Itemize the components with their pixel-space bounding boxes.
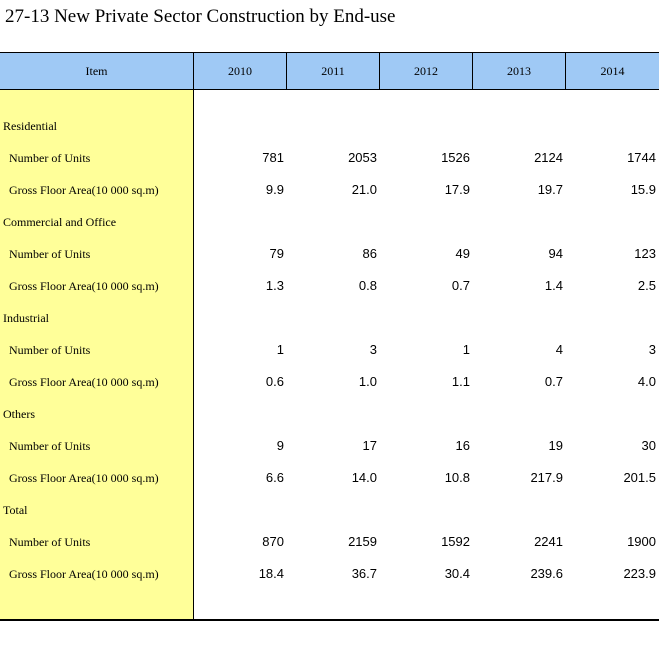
table-cell-2010: 1 [276,342,284,357]
table-cell-2014: 1900 [627,534,656,549]
table-row: Number of Units 1 3 1 4 3 [0,334,659,366]
section-row: Industrial [0,302,659,334]
table-row: Gross Floor Area(10 000 sq.m) 6.6 14.0 10.8… [0,462,659,494]
table-cell-2011: 14.0 [351,470,377,485]
table-cell-2011: 1.0 [358,374,377,389]
section-row: Total [0,494,659,526]
table-cell-2013: 0.7 [544,374,563,389]
page-title: 27-13 New Private Sector Construction by… [5,6,396,27]
table-row: Gross Floor Area(10 000 sq.m) 0.6 1.0 1.1 0.… [0,366,659,398]
row-label: Number of Units [9,535,91,549]
table-cell-2012: 10.8 [444,470,470,485]
table-cell-2012: 30.4 [444,566,470,581]
table-cell-2011: 86 [362,246,377,261]
table-bottom-border [0,619,659,621]
table-cell-2013: 239.6 [530,566,563,581]
row-label: Number of Units [9,247,91,261]
row-label: Number of Units [9,439,91,453]
table-cell-2010: 1.3 [265,278,284,293]
table-row: Gross Floor Area(10 000 sq.m) 9.9 21.0 17.9… [0,174,659,206]
header-item: Item [0,53,194,89]
table-cell-2010: 0.6 [265,374,284,389]
table-cell-2014: 1744 [627,150,656,165]
row-label: Gross Floor Area(10 000 sq.m) [9,375,159,389]
section-row: Residential [0,110,659,142]
row-label: Gross Floor Area(10 000 sq.m) [9,183,159,197]
table-cell-2012: 1 [462,342,470,357]
header-year-2010: 2010 [194,53,287,89]
table-cell-2014: 123 [634,246,656,261]
table-cell-2013: 19 [548,438,563,453]
table-cell-2014: 201.5 [623,470,656,485]
section-label: Industrial [3,311,49,325]
table-cell-2010: 6.6 [265,470,284,485]
table-cell-2013: 217.9 [530,470,563,485]
table-cell-2010: 79 [269,246,284,261]
row-label: Number of Units [9,151,91,165]
table-cell-2014: 15.9 [630,182,656,197]
table-cell-2011: 36.7 [351,566,377,581]
table-cell-2014: 4.0 [637,374,656,389]
section-label: Residential [3,119,57,133]
header-year-2014: 2014 [600,64,625,78]
table-row: Number of Units 79 86 49 94 123 [0,238,659,270]
table-cell-2013: 1.4 [544,278,563,293]
section-label: Others [3,407,35,421]
table-cell-2012: 1592 [441,534,470,549]
table-cell-2012: 0.7 [451,278,470,293]
section-label: Commercial and Office [3,215,117,229]
table-cell-2011: 3 [369,342,377,357]
table-cell-2010: 18.4 [258,566,284,581]
header-year-2013: 2013 [473,53,566,89]
header-year-2012: 2012 [380,53,473,89]
table-cell-2013: 2124 [534,150,563,165]
table-cell-2012: 17.9 [444,182,470,197]
table-cell-2011: 0.8 [358,278,377,293]
table-cell-2013: 2241 [534,534,563,549]
item-column [0,90,194,620]
table-row: Number of Units 9 17 16 19 30 [0,430,659,462]
header-year-2011: 2011 [287,53,380,89]
table-cell-2014: 30 [641,438,656,453]
table-cell-2013: 19.7 [537,182,563,197]
table-cell-2010: 9.9 [265,182,284,197]
table-cell-2010: 781 [262,150,284,165]
table-cell-2012: 1.1 [451,374,470,389]
table-row: Number of Units 870 2159 1592 2241 1900 [0,526,659,558]
table-row: Gross Floor Area(10 000 sq.m) 18.4 36.7 30.… [0,558,659,590]
table-row: Number of Units 781 2053 1526 2124 1744 [0,142,659,174]
table-cell-2011: 2053 [348,150,377,165]
table-header: Item 2010 2011 2012 2013 2014 [0,52,659,90]
table-cell-2014: 2.5 [637,278,656,293]
table-cell-2013: 4 [555,342,563,357]
table-row: Gross Floor Area(10 000 sq.m) 1.3 0.8 0.7 1.… [0,270,659,302]
row-label: Gross Floor Area(10 000 sq.m) [9,279,159,293]
table-cell-2010: 9 [276,438,284,453]
table-cell-2014: 3 [648,342,656,357]
row-label: Gross Floor Area(10 000 sq.m) [9,471,159,485]
table-cell-2012: 16 [455,438,470,453]
section-label: Total [3,503,28,517]
table-cell-2012: 49 [455,246,470,261]
table-cell-2014: 223.9 [623,566,656,581]
table-cell-2012: 1526 [441,150,470,165]
table-cell-2011: 2159 [348,534,377,549]
table-cell-2010: 870 [262,534,284,549]
row-label: Gross Floor Area(10 000 sq.m) [9,567,159,581]
section-row: Others [0,398,659,430]
row-label: Number of Units [9,343,91,357]
table-cell-2011: 17 [362,438,377,453]
table-cell-2011: 21.0 [351,182,377,197]
section-row: Commercial and Office [0,206,659,238]
table-cell-2013: 94 [548,246,563,261]
